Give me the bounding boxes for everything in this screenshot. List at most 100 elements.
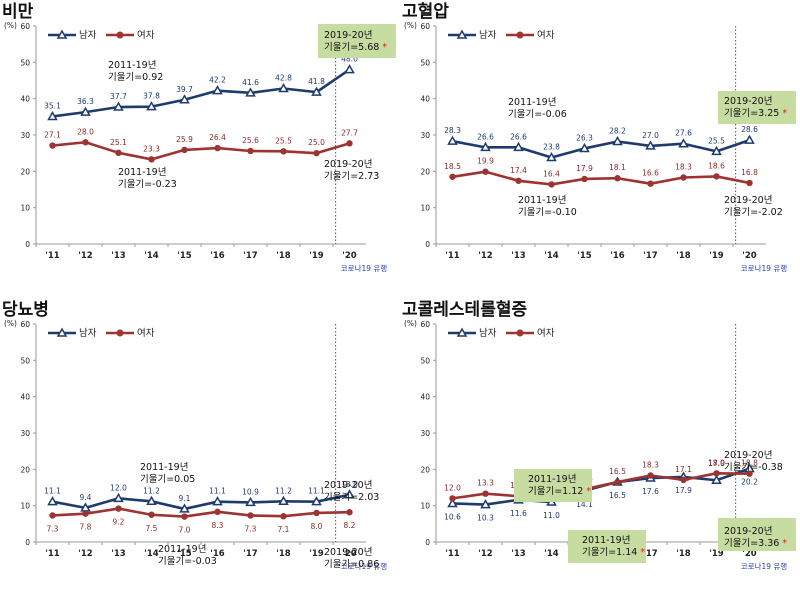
y-tick-label: 0 [425,240,430,249]
annotation-slope: 기울기=-0.23 [118,179,177,190]
y-tick-label: 60 [20,22,30,31]
annotation-period: 2019-20년 [724,526,772,537]
annotation-highlight-box [568,530,646,563]
female-point [581,175,588,183]
male-data-label: 48.0 [341,55,358,64]
legend-male-label: 남자 [479,30,497,41]
female-point [49,512,56,519]
male-data-label: 12.0 [110,483,127,492]
y-tick-label: 40 [20,95,30,104]
legend-male-marker [456,29,468,39]
female-point [746,470,753,477]
female-data-label: 12.0 [444,483,461,492]
series-female-line [52,507,350,518]
female-data-label: 8.2 [344,521,356,530]
significance-star: * [637,547,645,558]
female-data-label: 28.0 [77,127,94,136]
x-tick-label: '18 [276,251,291,261]
female-data-label: 16.4 [543,169,560,178]
male-point [711,474,722,484]
female-point [680,476,687,484]
y-tick-label: 40 [420,95,430,104]
female-data-label: 25.9 [176,135,193,144]
male-point [513,141,524,152]
male-data-label: 37.8 [143,92,160,101]
legend-female-marker [116,329,124,337]
male-data-label: 37.7 [110,92,127,101]
male-point [212,496,223,506]
female-point [214,508,221,516]
male-data-label: 17.9 [675,486,692,495]
x-tick-label: '13 [111,251,126,261]
female-point [449,173,456,180]
male-data-label: 27.6 [675,129,692,138]
annotation-period: 2019-20년 [724,96,772,107]
male-point [80,106,91,116]
male-data-label: 26.6 [477,132,494,141]
male-point [311,86,322,96]
male-data-label: 35.1 [44,101,61,110]
female-point [515,177,522,184]
x-tick-label: '11 [445,251,460,261]
male-data-label: 17.0 [708,459,725,468]
annotation-period: 2019-20년 [724,450,772,461]
male-point [744,134,755,144]
annotation-slope: 기울기=3.25 * [724,108,787,119]
female-data-label: 16.6 [642,169,659,178]
female-point [214,144,221,152]
y-tick-label: 20 [420,167,430,176]
male-point [311,496,322,506]
male-point [179,503,190,513]
annotation-highlight-box [514,469,592,502]
chart-diabetes: 당뇨병(%) 0 10 20 30 40 50 60 '11 '12 '13 '14 '15 '16 '17… [2,300,387,571]
male-point [245,496,256,507]
y-tick-label: 0 [25,538,30,547]
male-data-label: 11.1 [44,487,61,496]
x-tick-label: '11 [45,549,60,559]
x-tick-label: '13 [511,251,526,261]
female-point [647,180,654,187]
covid-label: 코로나19 유행 [741,561,788,571]
male-point [579,142,590,153]
female-data-label: 7.8 [80,523,92,532]
annotation-period: 2019-20년 [324,547,372,558]
x-tick-label: '17 [243,549,258,559]
female-data-label: 18.8 [741,459,758,468]
legend-female-label: 여자 [137,327,155,339]
x-tick-label: '14 [144,251,159,261]
female-point [713,470,720,477]
chart-hypercholesterolemia: 고콜레스테롤혈증(%)0102030405060'11'12'13'14'15'… [402,299,796,571]
male-point [711,145,722,156]
female-data-label: 8.0 [311,522,323,531]
female-point [280,148,287,155]
panel-diabetes: 당뇨병 (%) 0 10 20 30 40 50 60 '11 '12 '13 '14 '15 '16 '17… [0,298,400,596]
male-point [47,110,58,121]
y-tick-label: 60 [420,22,430,31]
x-tick-label: '16 [210,251,225,261]
male-point [146,101,157,111]
female-point [247,147,254,155]
y-axis-unit: (%) [4,319,17,328]
legend-male-marker [56,29,68,39]
legend-male-label: 남자 [479,328,497,339]
female-point [680,174,687,181]
female-point [647,472,654,479]
male-data-label: 10.6 [444,512,461,521]
male-point [447,135,458,145]
y-tick-label: 20 [420,465,430,474]
female-point [346,140,353,147]
x-tick-label: '12 [78,251,93,261]
male-data-label: 23.8 [543,143,560,152]
annotation-period: 2011-19년 [118,167,166,178]
male-data-label: 27.0 [642,131,659,140]
female-point [247,512,254,519]
x-tick-label: '19 [709,549,724,559]
male-data-label: 41.6 [242,78,259,87]
panel-obesity: 비만 (%) 0 10 20 30 40 50 60 '11 '12 '13 '14 '15 '16 '17 '… [0,0,400,298]
x-tick-label: '20 [742,549,757,559]
legend-female-marker [116,31,124,39]
annotation-slope: 기울기=-0.06 [508,109,567,120]
female-data-label: 7.0 [179,526,191,535]
x-tick-label: '19 [309,549,324,559]
annotation-slope: 기울기=3.36 * [724,538,787,549]
